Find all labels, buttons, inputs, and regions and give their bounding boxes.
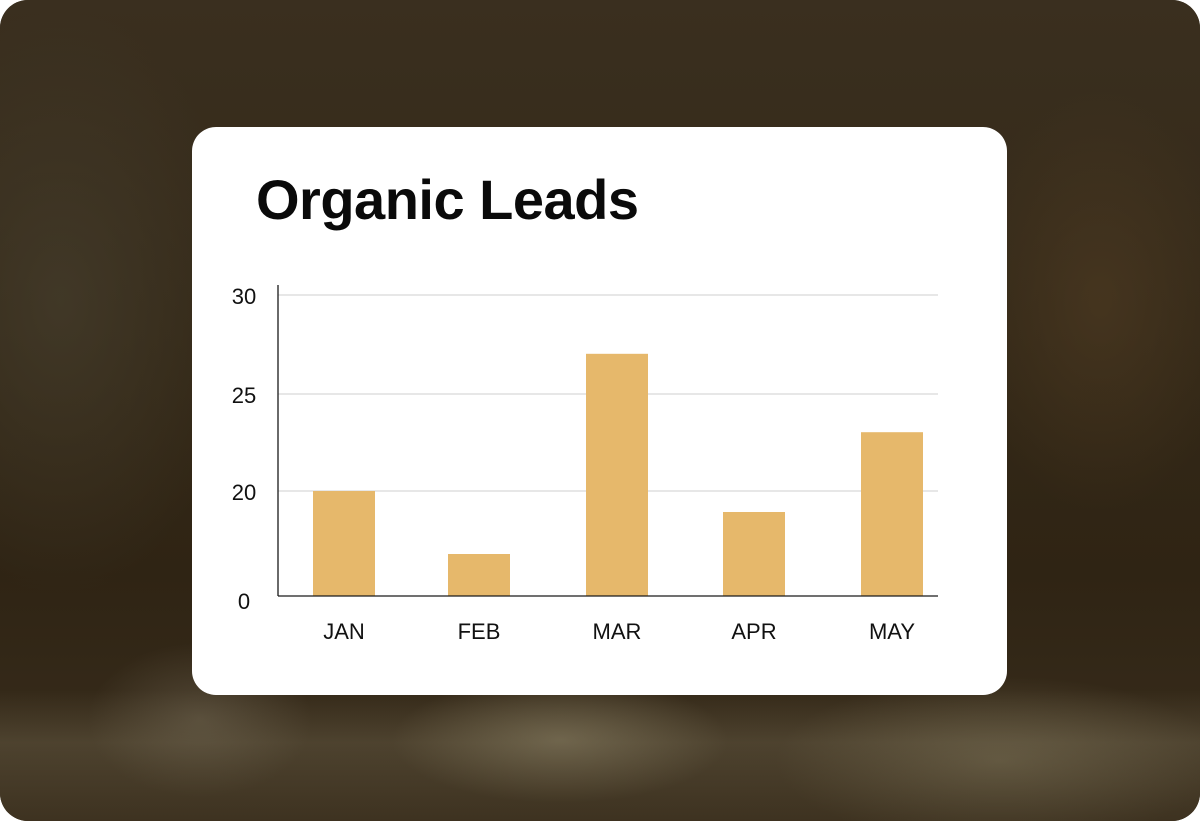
x-category-label-jan: JAN xyxy=(323,619,365,644)
x-category-label-apr: APR xyxy=(731,619,776,644)
axes xyxy=(277,285,938,597)
bar-apr xyxy=(723,512,785,596)
y-tick-label-30: 30 xyxy=(232,284,256,309)
x-category-label-may: MAY xyxy=(869,619,915,644)
bars xyxy=(313,353,923,596)
bar-may xyxy=(861,432,923,596)
bar-feb xyxy=(448,554,510,596)
chart-title: Organic Leads xyxy=(256,168,639,231)
bar-mar xyxy=(586,353,648,596)
chart-card: Organic Leads 0 20 25 30 JAN FEB MAR APR MAY xyxy=(192,127,1007,695)
y-tick-label-25: 25 xyxy=(232,383,256,408)
background-light-band xyxy=(0,690,1200,821)
x-category-label-feb: FEB xyxy=(458,619,501,644)
y-tick-label-0: 0 xyxy=(238,589,250,614)
x-category-label-mar: MAR xyxy=(593,619,642,644)
y-tick-labels: 0 20 25 30 xyxy=(232,284,256,614)
y-tick-label-20: 20 xyxy=(232,480,256,505)
bar-chart: 0 20 25 30 JAN FEB MAR APR MAY xyxy=(232,284,938,644)
bar-jan xyxy=(313,491,375,596)
x-category-labels: JAN FEB MAR APR MAY xyxy=(323,619,915,644)
